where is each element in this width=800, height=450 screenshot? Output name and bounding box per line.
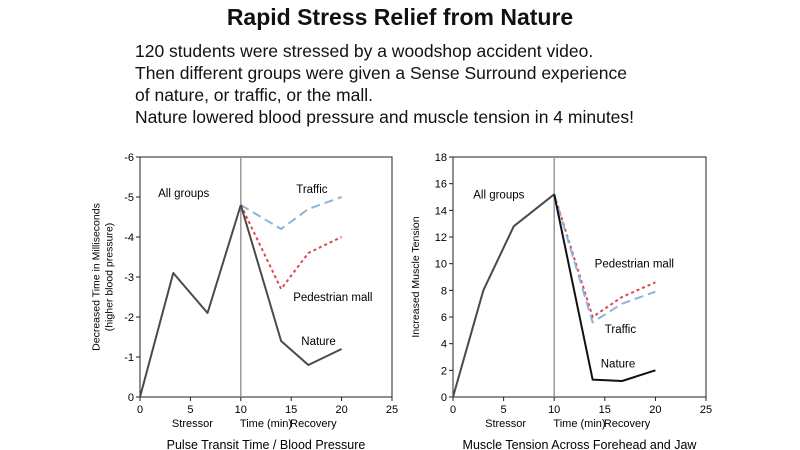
x-tick-label: 5 (501, 404, 507, 416)
y-tick-label: 8 (441, 285, 447, 297)
series-annotation: Pedestrian mall (595, 259, 674, 271)
chart-title: Pulse Transit Time / Blood Pressure (167, 438, 366, 450)
series-annotation: All groups (473, 189, 524, 201)
series-all-groups (452, 193, 555, 398)
phase-label: Recovery (604, 418, 651, 430)
y-tick-label: 10 (435, 259, 447, 271)
series-nature (553, 194, 656, 382)
x-tick-label: 0 (450, 404, 456, 416)
description-line: 120 students were stressed by a woodshop… (135, 41, 594, 61)
series-annotation: Traffic (605, 324, 637, 336)
y-axis-label: Decreased Time in Milliseconds (91, 203, 103, 351)
phase-label: Recovery (290, 418, 337, 430)
chart-2: 0 5 10 15 20 25 0 2 4 6 8 10 12 14 16 18 Stressor Time (m… (410, 152, 712, 450)
series-traffic (240, 196, 342, 230)
y-tick-label: 4 (441, 339, 447, 351)
series-annotation: Pedestrian mall (293, 292, 372, 304)
x-tick-label: 25 (386, 404, 398, 416)
chart-1: 0 5 10 15 20 25 0 -1 -2 -3 -4 -5 -6 Stressor Time (min… (91, 152, 399, 450)
chart-title: Muscle Tension Across Forehead and Jaw (463, 438, 698, 450)
description-line: of nature, or traffic, or the mall. (135, 85, 373, 105)
phase-label: Time (min) (240, 418, 292, 430)
series-traffic (553, 194, 656, 324)
y-tick-label: -3 (124, 272, 134, 284)
y-tick-label: 12 (435, 232, 447, 244)
series-annotation: All groups (158, 188, 209, 200)
series-annotation: Nature (601, 359, 636, 371)
series-pedestrian-mall (553, 194, 656, 318)
x-tick-label: 25 (700, 404, 712, 416)
series-pedestrian-mall (239, 204, 343, 290)
y-tick-label: 2 (441, 365, 447, 377)
x-tick-label: 20 (649, 404, 661, 416)
page-title: Rapid Stress Relief from Nature (226, 4, 574, 30)
x-tick-label: 10 (548, 404, 560, 416)
y-tick-label: 6 (441, 312, 447, 324)
phase-label: Time (min) (553, 418, 605, 430)
series-all-groups (139, 204, 242, 398)
y-tick-label: -2 (124, 312, 134, 324)
series-annotation: Nature (301, 336, 336, 348)
phase-label: Stressor (172, 418, 213, 430)
series-annotation: Traffic (296, 184, 328, 196)
description-line: Nature lowered blood pressure and muscle… (135, 107, 635, 127)
y-tick-label: 14 (435, 205, 447, 217)
x-tick-label: 0 (137, 404, 143, 416)
x-tick-label: 10 (235, 404, 247, 416)
x-tick-label: 20 (335, 404, 347, 416)
y-axis-label: Increased Muscle Tension (410, 216, 422, 337)
y-axis-label: (higher blood pressure) (104, 223, 116, 332)
y-tick-label: 0 (128, 392, 134, 404)
y-tick-label: -4 (124, 232, 134, 244)
y-tick-label: -1 (124, 352, 134, 364)
plot-frame (452, 156, 707, 398)
x-tick-label: 15 (285, 404, 297, 416)
x-tick-label: 5 (187, 404, 193, 416)
y-tick-label: 18 (435, 152, 447, 164)
phase-label: Stressor (485, 418, 526, 430)
series-nature (239, 204, 343, 366)
description-block: 120 students were stressed by a woodshop… (135, 40, 795, 128)
y-tick-label: 0 (441, 392, 447, 404)
y-tick-label: 16 (435, 179, 447, 191)
y-tick-label: -6 (124, 152, 134, 164)
description-line: Then different groups were given a Sense… (135, 63, 627, 83)
x-tick-label: 15 (599, 404, 611, 416)
y-tick-label: -5 (124, 192, 134, 204)
